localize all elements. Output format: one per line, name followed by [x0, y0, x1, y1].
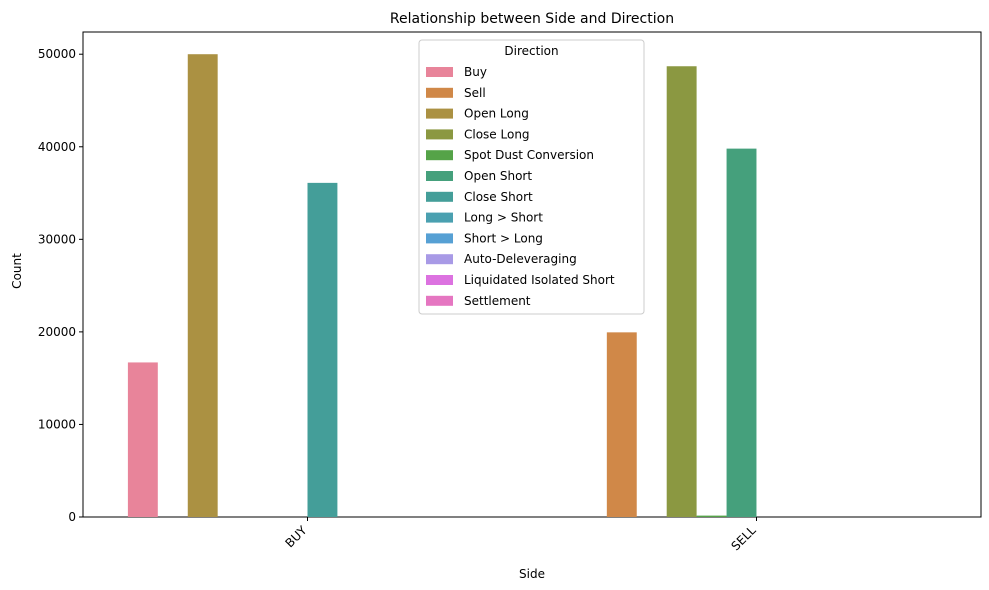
- plot-frame: [82, 31, 982, 518]
- y-tick-label: 50000: [38, 47, 76, 61]
- bar-sell-sell: [606, 332, 637, 517]
- y-tick-label: 40000: [38, 140, 76, 154]
- bar-sell-spot-dust-conversion: [696, 515, 727, 517]
- legend-swatch: [426, 129, 453, 140]
- y-tick-label: 20000: [38, 325, 76, 339]
- legend-entry: Long > Short: [464, 211, 543, 225]
- legend-box: [418, 39, 645, 315]
- bar-sell-close-long: [666, 66, 697, 517]
- legend-swatch: [426, 254, 453, 265]
- legend-entry: Close Long: [464, 127, 530, 141]
- y-tick-label: 30000: [38, 232, 76, 246]
- legend-entry: Open Long: [464, 107, 529, 121]
- legend-swatch: [426, 150, 453, 161]
- x-axis-label: Side: [519, 567, 545, 581]
- legend-swatch: [426, 67, 453, 77]
- bar-buy-buy: [127, 362, 158, 517]
- chart-title: Relationship between Side and Direction: [390, 11, 674, 27]
- bar-sell-open-short: [726, 148, 757, 517]
- legend-entry: Settlement: [464, 294, 531, 308]
- legend-swatch: [426, 212, 453, 223]
- y-tick-label: 0: [68, 510, 76, 524]
- legend-entry: Short > Long: [464, 231, 543, 245]
- legend-entry: Spot Dust Conversion: [464, 148, 594, 162]
- legend-entry: Auto-Deleveraging: [464, 252, 577, 266]
- legend: Direction Buy Sell Open Long Close Long Spot …: [418, 39, 645, 315]
- x-tick-label: BUY: [282, 523, 310, 551]
- legend-swatch: [426, 171, 453, 181]
- legend-swatch: [426, 233, 453, 244]
- y-axis-label: Count: [10, 253, 24, 289]
- bar-buy-open-long: [187, 54, 218, 517]
- legend-swatch: [426, 191, 453, 202]
- legend-swatch: [426, 108, 453, 119]
- legend-entry: Sell: [464, 86, 486, 100]
- x-tick-label: SELL: [729, 523, 759, 553]
- legend-entry: Open Short: [464, 169, 532, 183]
- y-tick-label: 10000: [38, 417, 76, 431]
- legend-swatch: [426, 295, 453, 306]
- legend-entry: Close Short: [464, 190, 533, 204]
- legend-entry: Buy: [464, 65, 487, 79]
- legend-entry: Liquidated Isolated Short: [464, 273, 615, 287]
- legend-swatch: [426, 87, 453, 98]
- plot-area: 0 10000 20000 30000 40000 50000 BUY SELL Directi…: [38, 31, 982, 553]
- legend-title: Direction: [504, 44, 558, 58]
- legend-swatch: [426, 275, 453, 285]
- bar-buy-close-short: [307, 182, 338, 517]
